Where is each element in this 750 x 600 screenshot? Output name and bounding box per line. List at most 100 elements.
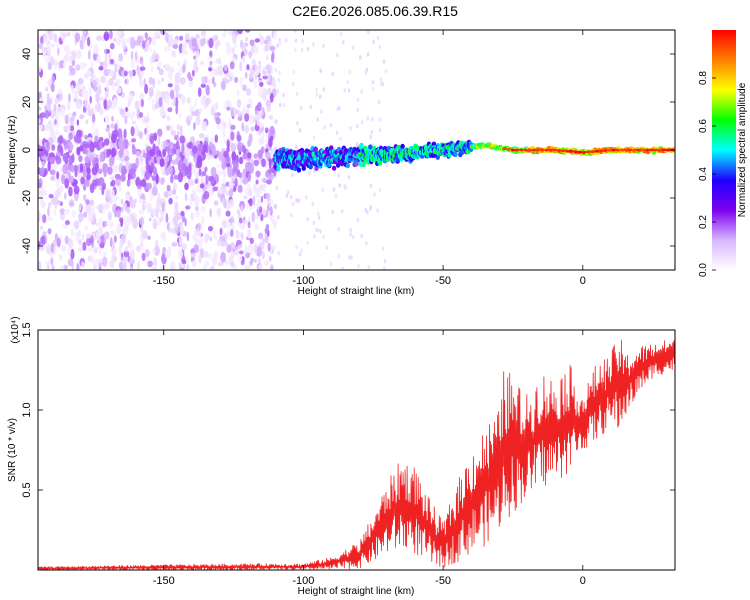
spectrogram-cell (88, 153, 94, 162)
spectrogram-cell (359, 55, 362, 60)
spectrogram-cell (78, 155, 83, 163)
spectrogram-cell (262, 106, 265, 114)
spectrogram-cell (98, 217, 103, 228)
spectrogram-cell (274, 67, 278, 73)
spectrogram-cell (163, 93, 167, 103)
spectrogram-cell (235, 108, 238, 115)
spectrogram-cell (355, 142, 359, 147)
spectrogram-cell (180, 210, 185, 217)
spectrogram-cell (338, 183, 342, 188)
spectrogram-cell (236, 134, 242, 142)
spectrogram-cell (194, 178, 199, 184)
spectrogram-cell (129, 266, 134, 270)
spectrogram-cell (61, 107, 66, 118)
spectrogram-cell (268, 168, 273, 175)
spectrogram-cell (38, 182, 43, 189)
spectrogram-cell (75, 50, 82, 59)
spectrogram-cell (210, 166, 217, 178)
spectrogram-cell (94, 162, 99, 172)
spectrogram-cell (80, 61, 85, 71)
snr-series-line (38, 339, 675, 570)
spectrogram-cell (184, 182, 189, 191)
spectrogram-cell (234, 76, 239, 83)
spectrogram-cell (118, 140, 125, 152)
spectrogram-cell (51, 110, 54, 118)
spectrogram-cell (108, 198, 114, 204)
spectrogram-cell (71, 210, 76, 218)
spectrogram-y-tick-label: 40 (21, 48, 33, 60)
colorbar-ticks: 0.0 0.2 0.4 0.6 0.8 (698, 71, 716, 277)
spectrogram-cell (127, 99, 131, 108)
spectrogram-cell (179, 135, 186, 144)
spectrogram-cell (247, 221, 251, 229)
spectrogram-cell (619, 148, 625, 152)
spectrogram-cell (88, 50, 91, 60)
spectrogram-cell (240, 232, 244, 240)
spectrogram-cell (40, 146, 45, 158)
spectrogram-cell (259, 81, 264, 87)
spectrogram-cell (98, 65, 104, 71)
spectrogram-cell (87, 110, 94, 117)
spectrogram-cell (194, 66, 199, 73)
spectrogram-cell (266, 179, 272, 185)
spectrogram-cell (227, 180, 234, 192)
spectrogram-cell (345, 163, 350, 169)
spectrogram-cell (179, 76, 186, 85)
spectrogram-cell (253, 79, 258, 90)
spectrogram-cell (320, 109, 323, 114)
spectrogram-cell (366, 52, 370, 57)
spectrogram-cell (170, 261, 176, 270)
spectrogram-cell (248, 133, 253, 144)
spectrogram-cell (259, 206, 263, 214)
spectrogram-cell (337, 173, 341, 178)
spectrogram-cell (51, 144, 56, 151)
spectrogram-cell (278, 40, 282, 46)
spectrogram-cell (132, 111, 136, 116)
spectrogram-cell (270, 53, 275, 64)
spectrogram-cell (256, 116, 260, 127)
spectrogram-cell (188, 141, 193, 150)
spectrogram-cell (227, 169, 232, 178)
spectrogram-cell (155, 173, 159, 185)
spectrogram-cell (178, 235, 183, 247)
spectrogram-cell (138, 99, 142, 110)
spectrogram-cell (69, 164, 76, 173)
spectrogram-cell (69, 67, 76, 76)
spectrogram-cell (189, 115, 193, 121)
spectrogram-cell (162, 148, 167, 158)
spectrogram-cell (226, 45, 233, 56)
spectrogram-cell (196, 222, 202, 231)
spectrogram-cell (167, 145, 171, 156)
spectrogram-cell (175, 104, 179, 115)
spectrogram-cell (207, 252, 213, 260)
snr-y-tick-label: 1.5 (21, 322, 33, 337)
spectrogram-cell (200, 96, 206, 104)
spectrogram-cell (203, 250, 209, 258)
spectrogram-cell (260, 213, 264, 222)
spectrogram-cell (98, 84, 101, 93)
spectrogram-cell (131, 69, 136, 77)
spectrogram-cell (44, 109, 50, 119)
spectrogram-cell (38, 42, 43, 50)
spectrogram-cell (221, 159, 227, 170)
spectrogram-cell (200, 206, 206, 213)
spectrogram-cell (116, 209, 121, 218)
spectrogram-cell (129, 36, 135, 41)
spectrogram-cell (81, 233, 85, 240)
spectrogram-cell (247, 152, 252, 159)
spectrogram-cell (224, 64, 228, 72)
spectrogram-cell (151, 97, 155, 107)
spectrogram-cell (113, 235, 117, 243)
spectrogram-cell (48, 137, 54, 144)
snr-x-tick-label: 0 (580, 575, 586, 587)
spectrogram-cell (78, 238, 82, 246)
spectrogram-cell (257, 232, 264, 240)
spectrogram-cell (523, 148, 528, 152)
spectrogram-cell (276, 166, 281, 172)
colorbar: 0.0 0.2 0.4 0.6 0.8 Normalized spectral ampl… (698, 30, 748, 277)
spectrogram-cell (45, 244, 51, 249)
spectrogram-cell (67, 258, 74, 267)
spectrogram-cell (87, 211, 94, 223)
spectrogram-cell (160, 208, 163, 217)
spectrogram-cell (110, 175, 115, 181)
